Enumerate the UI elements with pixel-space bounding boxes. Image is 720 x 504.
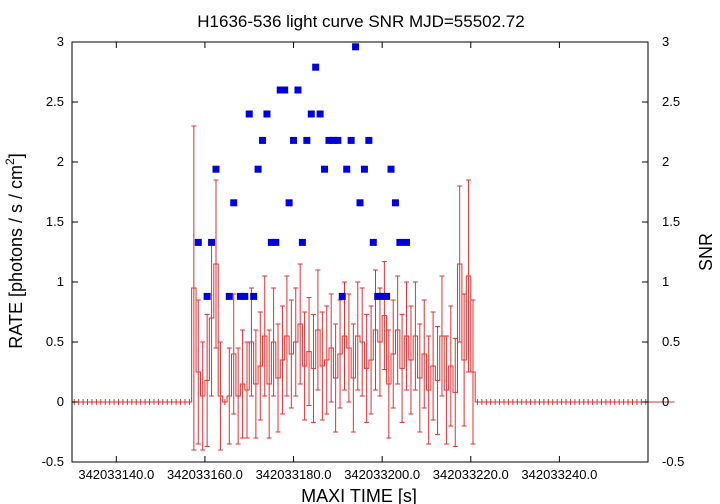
y2-tick-label: 3 — [662, 34, 669, 49]
snr-point — [298, 238, 306, 246]
snr-point — [387, 165, 395, 173]
snr-point — [290, 136, 298, 144]
rate-series — [72, 125, 675, 451]
x-tick-label: 342033140.0 — [78, 467, 154, 482]
snr-point — [303, 136, 311, 144]
y-tick-label: 1.5 — [46, 214, 64, 229]
snr-point — [321, 165, 329, 173]
snr-point — [225, 292, 233, 300]
y2-tick-label: 0.5 — [662, 334, 680, 349]
y2-tick-label: 1 — [662, 274, 669, 289]
snr-point — [347, 136, 355, 144]
snr-point — [343, 165, 351, 173]
rate-step-line — [72, 263, 675, 403]
snr-point — [276, 86, 284, 94]
y-axis-label: RATE [photons / s / cm2] — [3, 153, 26, 348]
snr-point — [329, 136, 337, 144]
x-tick-label: 342033180.0 — [256, 467, 332, 482]
y-tick-label: 2.5 — [46, 94, 64, 109]
snr-point — [254, 165, 262, 173]
snr-point — [383, 292, 391, 300]
chart-title: H1636-536 light curve SNR MJD=55502.72 — [197, 12, 524, 31]
snr-point — [312, 63, 320, 71]
snr-point — [203, 292, 211, 300]
snr-point — [369, 238, 377, 246]
snr-point — [360, 165, 368, 173]
y-tick-label: 1 — [57, 274, 64, 289]
plot-frame — [71, 41, 649, 463]
snr-point — [259, 136, 267, 144]
snr-point — [250, 292, 258, 300]
snr-point — [396, 238, 404, 246]
tick-labels: 342033140.0 342033160.0 342033180.0 3420332… — [42, 34, 685, 482]
snr-point — [325, 136, 333, 144]
snr-point — [230, 199, 238, 207]
y-tick-label: 0 — [57, 394, 64, 409]
snr-point — [403, 238, 411, 246]
y-tick-label: 3 — [57, 34, 64, 49]
x-tick-label: 342033240.0 — [521, 467, 597, 482]
snr-point — [285, 199, 293, 207]
snr-point — [316, 110, 324, 118]
x-tick-label: 342033220.0 — [433, 467, 509, 482]
snr-point — [263, 110, 271, 118]
snr-point — [294, 86, 302, 94]
y2-tick-label: 1.5 — [662, 214, 680, 229]
snr-point — [391, 199, 399, 207]
y2-tick-label: 0 — [662, 394, 669, 409]
snr-point — [194, 238, 202, 246]
snr-point — [212, 165, 220, 173]
y2-tick-label: 2.5 — [662, 94, 680, 109]
snr-series — [194, 43, 411, 300]
snr-point — [356, 199, 364, 207]
y-tick-label: 0.5 — [46, 334, 64, 349]
y2-tick-label: 2 — [662, 154, 669, 169]
y-tick-label: -0.5 — [42, 454, 64, 469]
x-axis-label: MAXI TIME [s] — [301, 486, 417, 504]
snr-point — [241, 292, 249, 300]
snr-point — [378, 292, 386, 300]
y-tick-label: 2 — [57, 154, 64, 169]
snr-point — [334, 136, 342, 144]
y2-axis-label: SNR — [696, 233, 716, 271]
x-tick-label: 342033200.0 — [344, 467, 420, 482]
snr-point — [374, 292, 382, 300]
snr-point — [245, 110, 253, 118]
snr-point — [307, 110, 315, 118]
snr-point — [338, 292, 346, 300]
snr-point — [267, 238, 275, 246]
y2-tick-label: -0.5 — [662, 454, 684, 469]
snr-point — [208, 238, 216, 246]
snr-point — [365, 136, 373, 144]
snr-point — [281, 86, 289, 94]
axes — [71, 41, 649, 463]
x-tick-label: 342033160.0 — [167, 467, 243, 482]
snr-point — [352, 43, 360, 51]
snr-point — [272, 238, 280, 246]
snr-point — [236, 292, 244, 300]
